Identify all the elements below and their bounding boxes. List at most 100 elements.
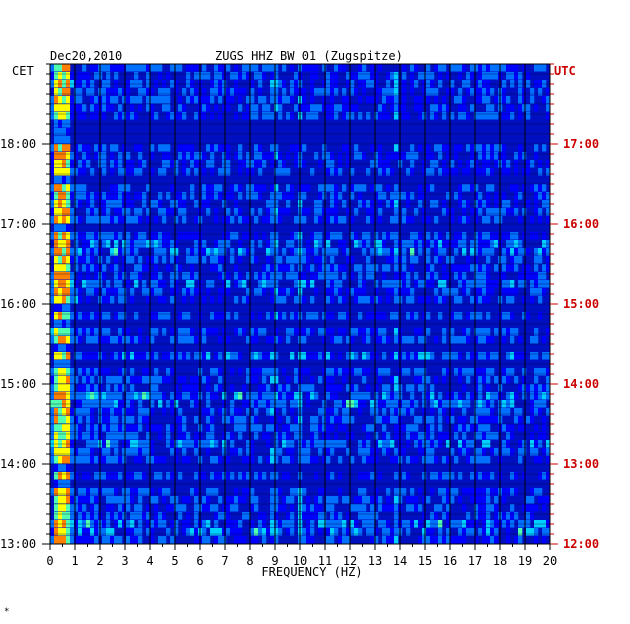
spectrogram-cell xyxy=(306,328,311,336)
spectrogram-cell xyxy=(146,184,151,192)
spectrogram-cell xyxy=(146,448,151,456)
spectrogram-cell xyxy=(390,152,395,160)
spectrogram-cell xyxy=(330,288,335,296)
spectrogram-cell xyxy=(186,232,191,240)
spectrogram-cell xyxy=(542,384,547,392)
spectrogram-cell xyxy=(122,496,127,504)
spectrogram-cell xyxy=(394,512,399,520)
spectrogram-cell xyxy=(462,232,467,240)
spectrogram-cell xyxy=(190,288,195,296)
spectrogram-cell xyxy=(114,496,119,504)
spectrogram-cell xyxy=(90,448,95,456)
spectrogram-cell xyxy=(482,96,487,104)
spectrogram-cell xyxy=(182,88,187,96)
spectrogram-cell xyxy=(278,488,283,496)
spectrogram-cell xyxy=(366,392,371,400)
spectrogram-cell xyxy=(202,64,207,72)
spectrogram-cell xyxy=(530,184,535,192)
spectrogram-cell xyxy=(78,384,83,392)
spectrogram-cell xyxy=(242,456,247,464)
spectrogram-cell xyxy=(302,384,307,392)
spectrogram-cell xyxy=(278,416,283,424)
spectrogram-cell xyxy=(86,72,91,80)
spectrogram-cell xyxy=(94,216,99,224)
spectrogram-cell xyxy=(490,432,495,440)
spectrogram-cell xyxy=(358,96,363,104)
spectrogram-cell xyxy=(530,336,535,344)
spectrogram-cell xyxy=(522,448,527,456)
spectrogram-cell xyxy=(54,304,59,312)
spectrogram-cell xyxy=(94,488,99,496)
spectrogram-cell xyxy=(362,448,367,456)
spectrogram-cell xyxy=(170,328,175,336)
spectrogram-cell xyxy=(462,328,467,336)
spectrogram-cell xyxy=(270,96,275,104)
spectrogram-cell xyxy=(138,408,143,416)
spectrogram-cell xyxy=(366,232,371,240)
spectrogram-cell xyxy=(474,352,479,360)
spectrogram-cell xyxy=(186,96,191,104)
spectrogram-cell xyxy=(518,152,523,160)
spectrogram-cell xyxy=(334,168,339,176)
spectrogram-cell xyxy=(190,88,195,96)
spectrogram-cell xyxy=(122,456,127,464)
spectrogram-cell xyxy=(486,104,491,112)
spectrogram-cell xyxy=(314,104,319,112)
spectrogram-cell xyxy=(314,232,319,240)
spectrogram-cell xyxy=(350,352,355,360)
spectrogram-cell xyxy=(114,384,119,392)
spectrogram-cell xyxy=(422,432,427,440)
spectrogram-cell xyxy=(538,64,543,72)
spectrogram-cell xyxy=(66,448,71,456)
spectrogram-cell xyxy=(58,256,63,264)
spectrogram-cell xyxy=(518,96,523,104)
spectrogram-cell xyxy=(58,264,63,272)
spectrogram-cell xyxy=(182,376,187,384)
spectrogram-cell xyxy=(58,512,63,520)
spectrogram-cell xyxy=(94,496,99,504)
spectrogram-cell xyxy=(374,432,379,440)
spectrogram-cell xyxy=(402,104,407,112)
x-tick-label: 19 xyxy=(518,554,532,568)
spectrogram-cell xyxy=(286,496,291,504)
spectrogram-cell xyxy=(138,192,143,200)
spectrogram-cell xyxy=(138,456,143,464)
x-tick-label: 9 xyxy=(271,554,278,568)
spectrogram-cell xyxy=(454,232,459,240)
spectrogram-cell xyxy=(462,184,467,192)
spectrogram-cell xyxy=(214,216,219,224)
spectrogram-cell xyxy=(142,88,147,96)
spectrogram-cell xyxy=(122,264,127,272)
spectrogram-cell xyxy=(338,64,343,72)
spectrogram-cell xyxy=(486,496,491,504)
spectrogram-cell xyxy=(462,112,467,120)
spectrogram-cell xyxy=(510,472,515,480)
spectrogram-cell xyxy=(506,424,511,432)
spectrogram-cell xyxy=(538,472,543,480)
spectrogram-cell xyxy=(430,536,435,544)
spectrogram-cell xyxy=(114,536,119,544)
spectrogram-cell xyxy=(90,528,95,536)
spectrogram-cell xyxy=(106,64,111,72)
spectrogram-cell xyxy=(122,144,127,152)
spectrogram-cell xyxy=(106,512,111,520)
spectrogram-cell xyxy=(266,352,271,360)
spectrogram-cell xyxy=(326,496,331,504)
spectrogram-cell xyxy=(106,376,111,384)
spectrogram-cell xyxy=(138,528,143,536)
spectrogram-cell xyxy=(474,64,479,72)
spectrogram-cell xyxy=(338,456,343,464)
spectrogram-cell xyxy=(150,392,155,400)
spectrogram-cell xyxy=(342,408,347,416)
spectrogram-cell xyxy=(530,96,535,104)
spectrogram-cell xyxy=(138,328,143,336)
spectrogram-cell xyxy=(234,208,239,216)
spectrogram-cell xyxy=(230,416,235,424)
spectrogram-cell xyxy=(178,112,183,120)
spectrogram-cell xyxy=(70,488,75,496)
spectrogram-cell xyxy=(122,64,127,72)
spectrogram-cell xyxy=(346,512,351,520)
spectrogram-cell xyxy=(90,264,95,272)
spectrogram-cell xyxy=(546,216,551,224)
spectrogram-cell xyxy=(158,472,163,480)
